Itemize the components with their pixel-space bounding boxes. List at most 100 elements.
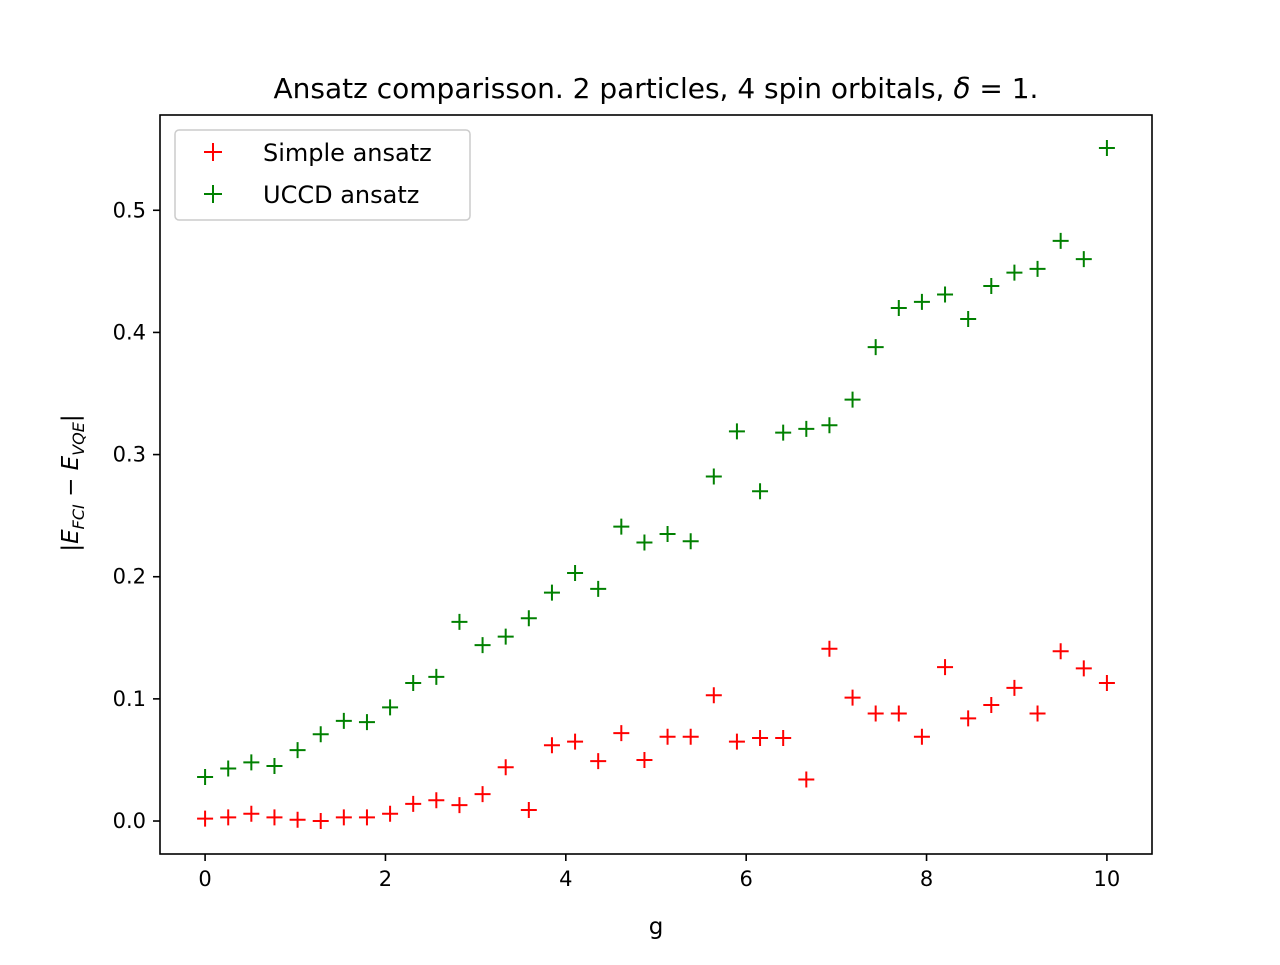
data-point-simple-ansatz — [567, 733, 584, 750]
data-point-simple-ansatz — [659, 728, 676, 745]
data-point-simple-ansatz — [705, 687, 722, 704]
data-point-simple-ansatz — [220, 809, 237, 826]
data-point-simple-ansatz — [844, 689, 861, 706]
data-point-simple-ansatz — [983, 696, 1000, 713]
data-point-uccd-ansatz — [497, 628, 514, 645]
data-point-simple-ansatz — [1029, 705, 1046, 722]
data-point-uccd-ansatz — [821, 417, 838, 434]
data-point-uccd-ansatz — [220, 760, 237, 777]
data-point-uccd-ansatz — [613, 518, 630, 535]
y-axis-ticks: 0.0 0.1 0.2 0.3 0.4 0.5 — [113, 198, 160, 833]
legend-label-simple-ansatz: Simple ansatz — [263, 139, 432, 167]
data-point-uccd-ansatz — [243, 754, 260, 771]
data-point-simple-ansatz — [520, 802, 537, 819]
data-point-simple-ansatz — [428, 792, 445, 809]
data-point-uccd-ansatz — [867, 339, 884, 356]
data-point-uccd-ansatz — [1006, 264, 1023, 281]
chart-title-main: Ansatz comparisson. 2 particles, 4 spin … — [274, 72, 954, 105]
data-point-uccd-ansatz — [405, 674, 422, 691]
y-label-minus: − — [58, 470, 84, 504]
x-axis-ticks: 0 2 4 6 8 10 — [198, 854, 1120, 891]
data-point-simple-ansatz — [867, 705, 884, 722]
legend-box — [174, 129, 471, 221]
data-point-simple-ansatz — [312, 813, 329, 830]
data-point-uccd-ansatz — [474, 637, 491, 654]
data-point-simple-ansatz — [636, 751, 653, 768]
data-point-simple-ansatz — [197, 810, 214, 827]
data-point-simple-ansatz — [543, 737, 560, 754]
data-point-simple-ansatz — [590, 753, 607, 770]
data-point-simple-ansatz — [474, 786, 491, 803]
y-label-sub-vqe: VQE — [69, 421, 88, 456]
data-point-uccd-ansatz — [775, 424, 792, 441]
data-point-uccd-ansatz — [890, 299, 907, 316]
y-label-open: | — [58, 544, 84, 552]
y-tick-label: 0.2 — [113, 565, 146, 589]
y-label-e1: E — [58, 529, 84, 544]
y-tick-label: 0.5 — [113, 198, 146, 222]
data-point-simple-ansatz — [497, 759, 514, 776]
data-point-simple-ansatz — [937, 659, 954, 676]
data-point-simple-ansatz — [913, 728, 930, 745]
x-tick-label: 10 — [1094, 867, 1121, 891]
data-point-simple-ansatz — [682, 728, 699, 745]
chart-title: Ansatz comparisson. 2 particles, 4 spin … — [274, 72, 1039, 105]
chart-title-delta: δ — [953, 72, 970, 105]
data-point-uccd-ansatz — [1098, 139, 1115, 156]
data-point-uccd-ansatz — [659, 525, 676, 542]
legend-label-uccd-ansatz: UCCD ansatz — [263, 181, 419, 209]
data-point-uccd-ansatz — [312, 726, 329, 743]
data-point-simple-ansatz — [335, 809, 352, 826]
legend-marker-simple-ansatz — [204, 143, 222, 161]
x-tick-label: 8 — [920, 867, 933, 891]
data-point-simple-ansatz — [821, 640, 838, 657]
data-point-uccd-ansatz — [428, 668, 445, 685]
data-point-simple-ansatz — [289, 811, 306, 828]
data-point-uccd-ansatz — [798, 420, 815, 437]
y-tick-label: 0.0 — [113, 809, 146, 833]
data-point-uccd-ansatz — [1052, 232, 1069, 249]
data-point-uccd-ansatz — [335, 712, 352, 729]
x-tick-label: 4 — [559, 867, 572, 891]
data-point-uccd-ansatz — [1075, 251, 1092, 268]
data-point-simple-ansatz — [266, 809, 283, 826]
data-point-simple-ansatz — [405, 795, 422, 812]
data-point-simple-ansatz — [243, 805, 260, 822]
y-tick-label: 0.1 — [113, 687, 146, 711]
data-point-simple-ansatz — [728, 733, 745, 750]
data-point-uccd-ansatz — [1029, 260, 1046, 277]
data-point-uccd-ansatz — [960, 310, 977, 327]
chart-title-eq: = 1. — [970, 72, 1038, 105]
legend: Simple ansatz UCCD ansatz — [174, 129, 471, 221]
data-point-uccd-ansatz — [382, 699, 399, 716]
x-tick-label: 2 — [379, 867, 392, 891]
x-tick-label: 0 — [198, 867, 211, 891]
data-point-uccd-ansatz — [844, 391, 861, 408]
data-point-simple-ansatz — [613, 725, 630, 742]
data-point-uccd-ansatz — [197, 769, 214, 786]
data-point-uccd-ansatz — [358, 714, 375, 731]
data-point-uccd-ansatz — [682, 533, 699, 550]
data-point-uccd-ansatz — [983, 278, 1000, 295]
y-label-close: | — [58, 414, 84, 422]
data-point-simple-ansatz — [775, 729, 792, 746]
data-point-simple-ansatz — [960, 710, 977, 727]
data-point-uccd-ansatz — [636, 534, 653, 551]
data-points — [197, 139, 1115, 830]
x-tick-label: 6 — [739, 867, 752, 891]
x-axis-label: g — [649, 914, 664, 940]
data-point-uccd-ansatz — [705, 468, 722, 485]
data-point-uccd-ansatz — [590, 580, 607, 597]
data-point-uccd-ansatz — [451, 613, 468, 630]
data-point-simple-ansatz — [358, 809, 375, 826]
data-point-uccd-ansatz — [266, 758, 283, 775]
data-point-simple-ansatz — [798, 771, 815, 788]
y-label-e2: E — [58, 455, 84, 470]
data-point-simple-ansatz — [1075, 660, 1092, 677]
data-point-uccd-ansatz — [937, 286, 954, 303]
data-point-uccd-ansatz — [289, 742, 306, 759]
data-point-simple-ansatz — [1098, 674, 1115, 691]
y-label-sub-fci: FCI — [69, 504, 88, 529]
